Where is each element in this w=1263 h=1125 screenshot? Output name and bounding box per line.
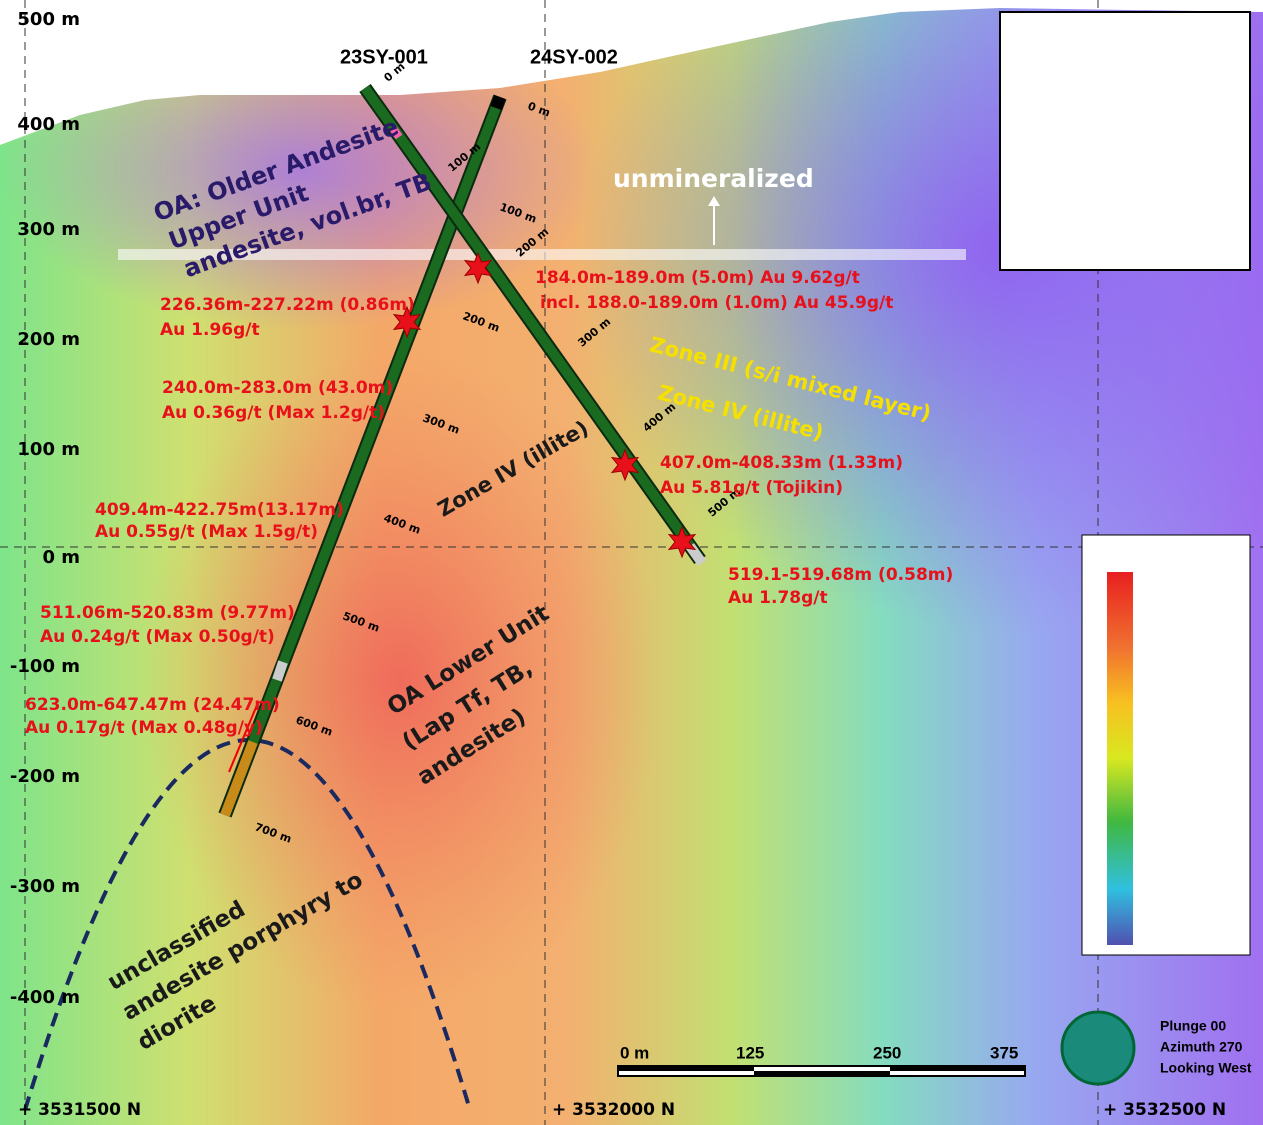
intercept-label: Au 0.55g/t (Max 1.5g/t) xyxy=(95,522,318,542)
elevation-label: 0 m xyxy=(42,547,80,568)
scale-label: 0 m xyxy=(620,1043,649,1062)
litho-legend xyxy=(999,11,1251,271)
zone-label: unmineralized xyxy=(613,164,814,193)
intercept-label: 511.06m-520.83m (9.77m) xyxy=(40,603,295,623)
intercept-label: Au 0.36g/t (Max 1.2g/t) xyxy=(162,403,385,423)
hole-name: 23SY-001 xyxy=(340,46,428,68)
collar xyxy=(490,94,506,111)
scale-segment xyxy=(754,1071,890,1076)
hole-trace xyxy=(360,85,705,563)
elevation-label: -200 m xyxy=(10,766,80,787)
scale-bar xyxy=(617,1065,1026,1077)
elevation-label: 100 m xyxy=(17,439,80,460)
scale-segment xyxy=(618,1066,754,1071)
mineral-stars xyxy=(392,251,697,559)
northing-label: + 3532500 N xyxy=(1103,1100,1226,1120)
boundary-band xyxy=(118,249,966,260)
intercept-label: Au 0.17g/t (Max 0.48g/y) xyxy=(25,718,263,738)
hole-hornblende xyxy=(389,125,403,140)
elevation-label: 300 m xyxy=(17,219,80,240)
scale-label: 125 xyxy=(736,1043,764,1062)
star xyxy=(667,525,697,559)
scale-segment xyxy=(890,1066,1025,1071)
intercept-label: 409.4m-422.75m(13.17m) xyxy=(95,500,344,520)
northing-label: + 3531500 N xyxy=(18,1100,141,1120)
elevation-label: -300 m xyxy=(10,876,80,897)
elevation-label: -100 m xyxy=(10,656,80,677)
topography-blank xyxy=(0,0,1263,145)
intercept-trace xyxy=(228,704,258,773)
colorbar xyxy=(1107,572,1133,945)
intercept-label: Au 5.81g/t (Tojikin) xyxy=(660,478,843,498)
elevation-label: 200 m xyxy=(17,329,80,350)
intercept-label: 226.36m-227.22m (0.86m) xyxy=(160,295,415,315)
elevation-label: 400 m xyxy=(17,114,80,135)
hole-name: 24SY-002 xyxy=(530,46,618,68)
orientation-label: Azimuth 270 xyxy=(1160,1039,1243,1055)
intercept-label: 519.1-519.68m (0.58m) xyxy=(728,565,953,585)
star xyxy=(392,305,422,339)
scale-label: 250 xyxy=(873,1043,901,1062)
hole-porphyry xyxy=(220,740,258,817)
scale-label: 375 xyxy=(990,1043,1018,1062)
star xyxy=(610,448,640,482)
star xyxy=(463,251,493,285)
intercept-label: incl. 188.0-189.0m (1.0m) Au 45.9g/t xyxy=(540,293,893,313)
intercept-label: 407.0m-408.33m (1.33m) xyxy=(660,453,903,473)
arrow-head xyxy=(708,196,720,206)
intercept-label: Au 1.78g/t xyxy=(728,588,828,608)
orientation-label: Looking West xyxy=(1160,1060,1252,1076)
elevation-label: -400 m xyxy=(10,987,80,1008)
orientation-label: Plunge 00 xyxy=(1160,1018,1226,1034)
intercept-label: 623.0m-647.47m (24.47m) xyxy=(25,695,280,715)
intercept-label: Au 0.24g/t (Max 0.50g/t) xyxy=(40,627,275,647)
intercept-label: Au 1.96g/t xyxy=(160,320,260,340)
intercept-label: 240.0m-283.0m (43.0m) xyxy=(162,378,393,398)
intercept-label: 184.0m-189.0m (5.0m) Au 9.62g/t xyxy=(535,268,860,288)
elevation-label: 500 m xyxy=(17,9,80,30)
hole-lapilli xyxy=(272,660,288,682)
resistivity-low xyxy=(140,350,660,1010)
northing-label: + 3532000 N xyxy=(552,1100,675,1120)
compass xyxy=(1060,1010,1136,1086)
